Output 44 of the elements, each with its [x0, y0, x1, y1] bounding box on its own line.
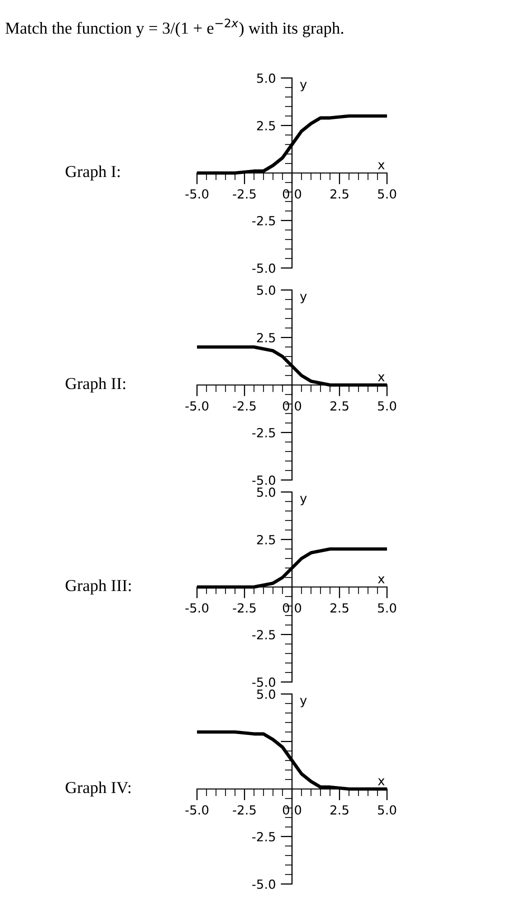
y-tick-label: -2.5	[252, 630, 275, 640]
x-axis-title: x	[378, 374, 385, 382]
y-tick-label: -5.0	[252, 879, 276, 889]
x-tick-label: -2.5	[232, 603, 256, 613]
y-axis-title: y	[300, 294, 307, 304]
x-axis-title: x	[378, 576, 385, 584]
x-tick-label: 5.0	[378, 189, 396, 199]
x-tick-label: -2.5	[232, 189, 256, 199]
x-tick-label: -5.0	[185, 189, 208, 199]
x-tick-label: 5.0	[378, 603, 396, 613]
x-tick-label: -5.0	[185, 603, 208, 613]
y-tick-label: -2.5	[252, 428, 275, 438]
y-tick-label: 5.0	[257, 487, 276, 497]
text: Graph I:	[66, 165, 120, 181]
text: Graph II:	[66, 377, 126, 393]
y-axis-title: y	[300, 496, 307, 506]
y-tick-label: -5.0	[252, 475, 276, 485]
y-axis-title: y	[300, 82, 307, 92]
y-tick-label: 2.5	[257, 332, 275, 342]
x-tick-label: -2.5	[232, 401, 256, 411]
y-tick-label: 2.5	[257, 120, 275, 130]
text: Graph IV:	[66, 781, 130, 797]
x-axis-title: x	[378, 162, 385, 170]
y-tick-label: 5.0	[257, 689, 276, 699]
y-tick-label: -2.5	[252, 216, 275, 226]
y-tick-label: -5.0	[252, 263, 276, 273]
y-tick-label: 2.5	[257, 534, 275, 544]
text: Match the function y = 3/(1 + e$^{−2x}$) with its graph.	[5, 18, 344, 38]
x-tick-label: -5.0	[185, 401, 208, 411]
text: Graph III:	[66, 579, 131, 595]
y-tick-label: -5.0	[252, 677, 276, 687]
x-axis-title: x	[378, 778, 385, 786]
x-tick-label: 2.5	[330, 603, 348, 613]
x-tick-label: -2.5	[232, 805, 256, 815]
y-tick-label: 5.0	[257, 285, 276, 295]
x-tick-label: 2.5	[330, 401, 348, 411]
y-tick-label: 5.0	[257, 73, 276, 83]
y-axis-title: y	[300, 698, 307, 708]
x-tick-label: 5.0	[378, 401, 396, 411]
x-tick-label: 2.5	[330, 805, 348, 815]
y-tick-label: -2.5	[252, 832, 275, 842]
x-tick-label: -5.0	[185, 805, 208, 815]
x-tick-label: 2.5	[330, 189, 348, 199]
x-tick-label: 5.0	[378, 805, 396, 815]
